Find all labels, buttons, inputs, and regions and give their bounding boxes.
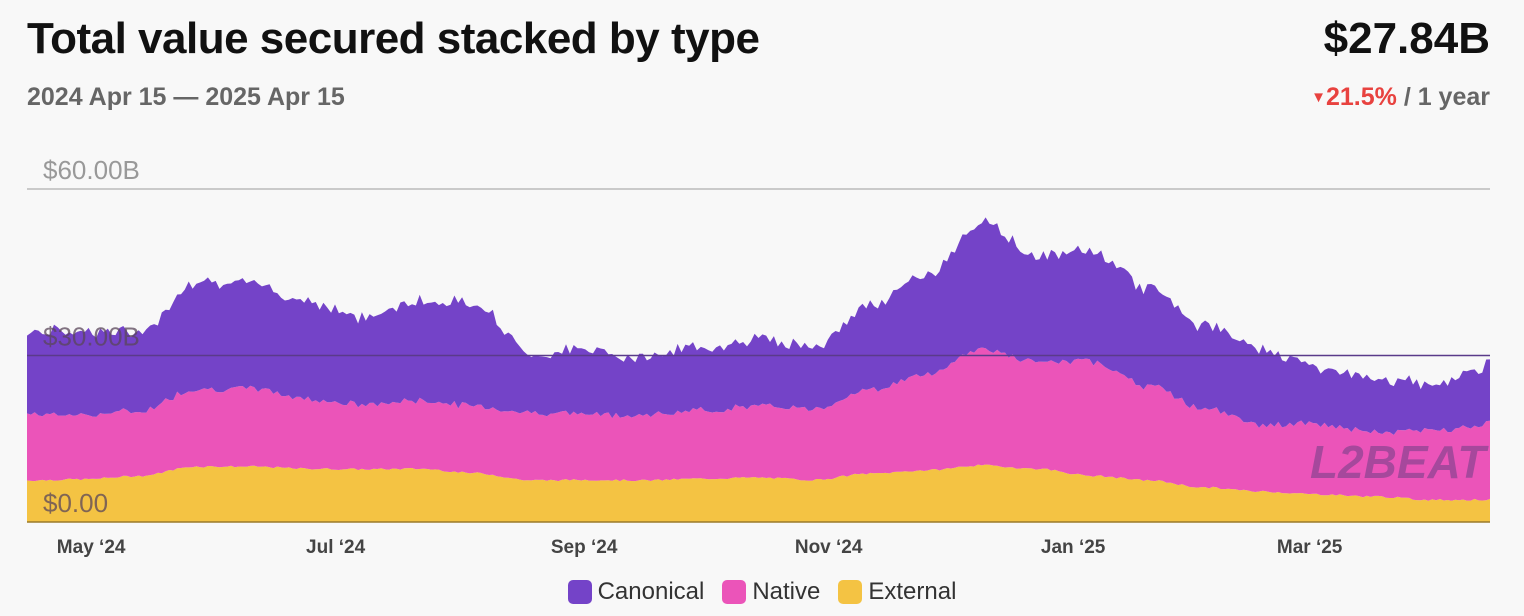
- area-external[interactable]: [27, 464, 1490, 523]
- x-tick-label: Mar ‘25: [1277, 537, 1343, 558]
- total-value: $27.84B: [1323, 14, 1490, 63]
- watermark-logo: L2BEAT: [1308, 428, 1489, 488]
- legend-label: Canonical: [597, 578, 705, 605]
- x-axis-labels: May ‘24 Jul ‘24 Sep ‘24 Nov ‘24 Jan ‘25 Mar ‘…: [57, 537, 1343, 558]
- legend-item-canonical[interactable]: Canonical: [567, 578, 705, 606]
- legend-item-native[interactable]: Native: [722, 578, 820, 606]
- change-indicator: ▼21.5% / 1 year: [1311, 83, 1490, 112]
- x-tick-label: Sep ‘24: [551, 537, 618, 558]
- x-tick-label: May ‘24: [57, 537, 126, 558]
- legend-swatch: [567, 580, 592, 604]
- x-tick-label: Jan ‘25: [1041, 537, 1106, 558]
- y-tick-label: $60.00B: [43, 155, 140, 185]
- legend-label: Native: [752, 578, 821, 605]
- x-tick-label: Jul ‘24: [306, 537, 366, 558]
- x-tick-label: Nov ‘24: [795, 537, 863, 558]
- legend: Canonical Native External: [0, 578, 1524, 606]
- y-axis-labels: $0.00 $30.00B $60.00B: [43, 155, 140, 518]
- legend-label: External: [868, 578, 957, 605]
- svg-text:L2BEAT: L2BEAT: [1310, 436, 1489, 488]
- change-percent: 21.5%: [1325, 83, 1397, 111]
- down-triangle-icon: ▼: [1311, 89, 1326, 106]
- y-tick-label: $30.00B: [43, 322, 140, 352]
- legend-item-external[interactable]: External: [838, 578, 956, 606]
- area-canonical[interactable]: [27, 217, 1490, 435]
- area-native[interactable]: [27, 347, 1490, 501]
- legend-swatch: [838, 580, 863, 604]
- stacked-area-chart[interactable]: $0.00 $30.00B $60.00B May ‘24 Jul ‘24 Sep ‘2…: [0, 140, 1524, 560]
- grid-lines: [27, 188, 1490, 523]
- legend-swatch: [722, 580, 747, 604]
- y-tick-label: $0.00: [43, 488, 108, 518]
- change-period: / 1 year: [1403, 83, 1490, 111]
- series-areas: [27, 217, 1490, 522]
- date-range: 2024 Apr 15 — 2025 Apr 15: [27, 83, 345, 111]
- chart-title: Total value secured stacked by type: [27, 14, 760, 63]
